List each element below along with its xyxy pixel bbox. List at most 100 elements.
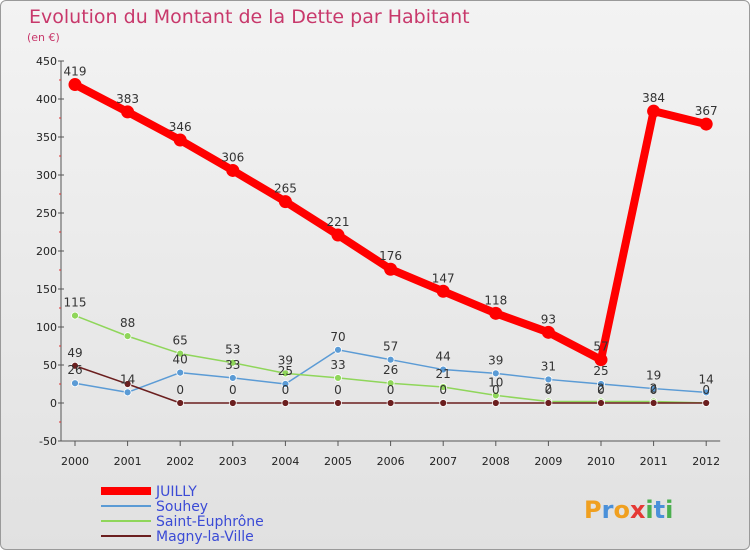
legend-label-magny-la-ville: Magny-la-Ville (156, 529, 254, 545)
data-label-souhey: 14 (699, 372, 714, 386)
y-tick-label: 450 (36, 55, 57, 68)
data-point-magny-la-ville (439, 399, 448, 407)
data-label-magny-la-ville: 0 (334, 383, 342, 397)
chart-subtitle: (en €) (27, 31, 60, 44)
legend-label-juilly: JUILLY (155, 484, 197, 500)
data-point-saint-euphr-ne (491, 391, 500, 400)
data-point-juilly (489, 306, 503, 320)
y-tick-label: -50 (39, 435, 57, 448)
data-label-souhey: 39 (488, 353, 503, 367)
x-tick-label: 2009 (534, 455, 562, 468)
data-label-magny-la-ville: 0 (439, 383, 447, 397)
data-label-juilly: 265 (274, 182, 297, 196)
data-point-souhey (123, 388, 132, 397)
data-label-juilly: 118 (484, 293, 507, 307)
y-tick-label: 250 (36, 207, 57, 220)
data-point-souhey (702, 388, 711, 397)
data-point-saint-euphr-ne (123, 332, 132, 341)
data-point-souhey (228, 374, 237, 382)
data-point-souhey (649, 384, 658, 393)
data-point-saint-euphr-ne (439, 383, 448, 391)
data-point-magny-la-ville (71, 361, 79, 370)
data-point-souhey (544, 375, 553, 384)
series-layer (68, 78, 713, 407)
data-label-juilly: 176 (379, 249, 402, 263)
logo-letter: o (613, 496, 630, 524)
y-tick-label: 150 (36, 283, 57, 296)
data-label-souhey: 57 (383, 340, 398, 354)
data-label-saint-euphr-ne: 21 (436, 367, 451, 381)
data-point-juilly (278, 195, 292, 209)
y-tick-label: 50 (43, 359, 57, 372)
data-point-juilly (121, 105, 135, 119)
data-point-saint-euphr-ne (176, 349, 185, 358)
data-point-souhey (176, 368, 185, 377)
data-point-juilly (68, 78, 82, 92)
data-label-souhey: 25 (278, 364, 293, 378)
data-point-magny-la-ville (597, 399, 605, 407)
logo-letter: i (665, 496, 673, 524)
logo-letter: P (584, 496, 602, 524)
data-label-magny-la-ville: 0 (492, 383, 500, 397)
data-point-juilly (226, 163, 240, 177)
data-label-magny-la-ville: 49 (67, 346, 82, 360)
data-label-souhey: 31 (541, 359, 556, 373)
data-label-magny-la-ville: 0 (176, 383, 184, 397)
data-label-juilly: 384 (642, 91, 665, 105)
data-point-saint-euphr-ne (228, 358, 237, 367)
y-tick-label: 0 (50, 397, 57, 410)
data-point-magny-la-ville (176, 399, 185, 407)
data-label-saint-euphr-ne: 88 (120, 316, 135, 330)
data-label-saint-euphr-ne: 33 (330, 358, 345, 372)
data-point-juilly (173, 133, 187, 147)
data-label-saint-euphr-ne: 2 (545, 381, 553, 395)
data-label-saint-euphr-ne: 10 (488, 375, 503, 389)
data-label-juilly: 367 (695, 104, 718, 118)
data-point-juilly (541, 325, 555, 339)
logo-letter: t (654, 496, 665, 524)
x-tick-label: 2010 (587, 455, 615, 468)
data-point-juilly (384, 262, 398, 276)
y-tick-label: 100 (36, 321, 57, 334)
data-point-souhey (597, 380, 605, 388)
data-label-saint-euphr-ne: 65 (173, 334, 188, 348)
x-tick-label: 2002 (166, 455, 194, 468)
data-point-magny-la-ville (123, 380, 132, 388)
data-point-juilly (331, 228, 345, 242)
data-point-saint-euphr-ne (386, 379, 395, 388)
chart-title: Evolution du Montant de la Dette par Hab… (29, 6, 470, 28)
data-point-magny-la-ville (491, 399, 500, 407)
y-tick-label: 200 (36, 245, 57, 258)
data-label-saint-euphr-ne: 2 (597, 381, 605, 395)
legend-label-saint-euphr-ne: Saint-Euphrône (156, 514, 264, 530)
data-label-magny-la-ville: 0 (597, 383, 605, 397)
data-point-saint-euphr-ne (334, 374, 342, 382)
data-point-souhey (71, 379, 79, 388)
data-label-magny-la-ville: 0 (545, 383, 553, 397)
data-point-juilly (436, 284, 450, 298)
data-point-magny-la-ville (228, 399, 237, 407)
data-label-juilly: 147 (432, 271, 455, 285)
data-point-souhey (281, 380, 290, 388)
data-point-juilly (699, 117, 713, 131)
data-label-juilly: 93 (541, 312, 556, 326)
data-label-saint-euphr-ne: 26 (383, 363, 398, 377)
data-point-souhey (439, 365, 448, 374)
data-label-saint-euphr-ne: 39 (278, 353, 293, 367)
x-tick-label: 2005 (324, 455, 352, 468)
data-label-juilly: 306 (221, 150, 244, 164)
data-label-saint-euphr-ne: 2 (650, 381, 658, 395)
data-label-souhey: 33 (225, 358, 240, 372)
logo-letter: r (602, 496, 614, 524)
x-tick-label: 2007 (429, 455, 457, 468)
data-label-juilly: 221 (327, 215, 350, 229)
y-tick-label: 400 (36, 93, 57, 106)
data-point-magny-la-ville (649, 399, 658, 407)
data-point-saint-euphr-ne (71, 311, 79, 320)
y-tick-label: 300 (36, 169, 57, 182)
